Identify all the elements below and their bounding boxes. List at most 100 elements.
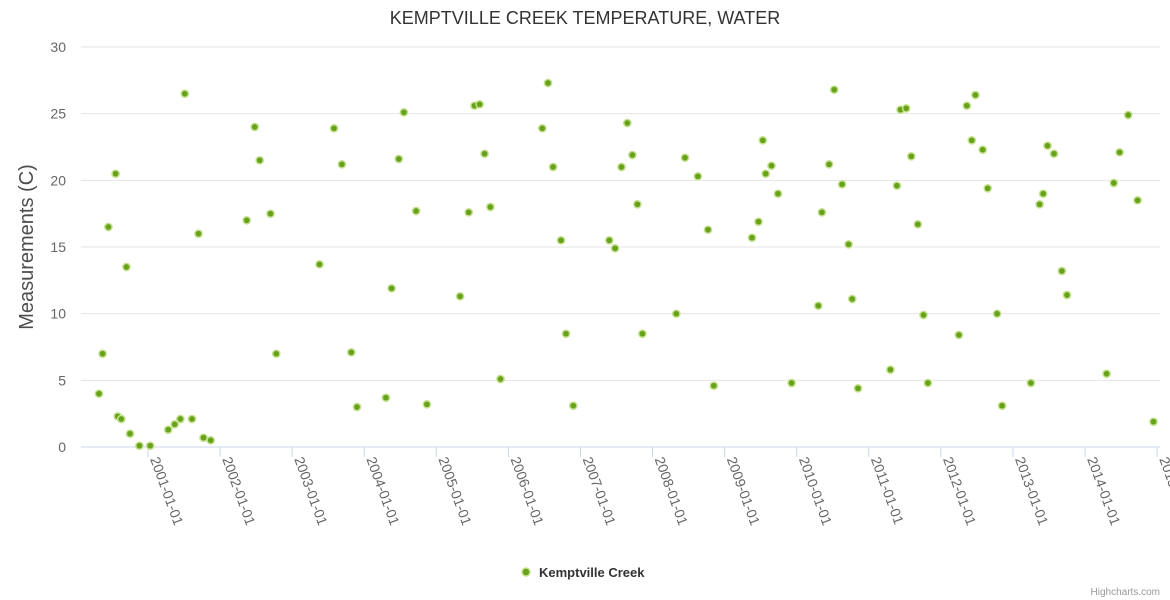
data-point[interactable]	[824, 159, 834, 169]
data-point[interactable]	[135, 441, 144, 451]
data-point[interactable]	[1109, 178, 1119, 188]
data-point[interactable]	[703, 225, 713, 235]
data-point[interactable]	[163, 425, 173, 435]
data-point[interactable]	[537, 123, 547, 133]
data-point[interactable]	[754, 217, 763, 227]
data-point[interactable]	[962, 101, 972, 111]
data-point[interactable]	[633, 199, 642, 209]
data-point[interactable]	[315, 259, 324, 269]
data-point[interactable]	[919, 310, 928, 320]
data-point[interactable]	[455, 291, 465, 301]
data-point[interactable]	[1102, 369, 1111, 379]
data-point[interactable]	[1149, 417, 1158, 427]
data-point[interactable]	[617, 162, 626, 172]
data-point[interactable]	[1049, 149, 1059, 159]
data-point[interactable]	[906, 151, 916, 161]
data-point[interactable]	[967, 135, 977, 145]
data-point[interactable]	[255, 155, 265, 165]
data-point[interactable]	[992, 309, 1002, 319]
data-point[interactable]	[381, 393, 391, 403]
data-point[interactable]	[622, 118, 632, 128]
legend-label[interactable]: Kemptville Creek	[539, 565, 645, 580]
data-point[interactable]	[329, 123, 339, 133]
data-point[interactable]	[387, 283, 396, 293]
data-point[interactable]	[671, 309, 681, 319]
data-point[interactable]	[411, 206, 421, 216]
data-point[interactable]	[116, 414, 126, 424]
data-point[interactable]	[496, 374, 505, 384]
data-point[interactable]	[394, 154, 404, 164]
data-point[interactable]	[747, 233, 757, 243]
data-point[interactable]	[901, 103, 911, 113]
data-point[interactable]	[337, 159, 347, 169]
data-point[interactable]	[104, 222, 113, 232]
data-point[interactable]	[638, 329, 647, 339]
series-kemptville-creek[interactable]	[94, 78, 1158, 451]
data-point[interactable]	[913, 219, 923, 229]
data-point[interactable]	[206, 435, 216, 445]
data-point[interactable]	[486, 202, 495, 212]
data-point[interactable]	[923, 378, 933, 388]
data-point[interactable]	[1026, 378, 1036, 388]
data-point[interactable]	[604, 235, 614, 245]
data-point[interactable]	[561, 329, 571, 339]
data-point[interactable]	[983, 183, 993, 193]
data-point[interactable]	[556, 235, 566, 245]
data-point[interactable]	[543, 78, 553, 88]
data-point[interactable]	[787, 378, 796, 388]
data-point[interactable]	[773, 189, 783, 199]
data-point[interactable]	[892, 181, 902, 191]
data-point[interactable]	[176, 414, 185, 424]
data-point[interactable]	[480, 149, 489, 159]
data-point[interactable]	[954, 330, 964, 340]
data-point[interactable]	[709, 381, 719, 391]
data-point[interactable]	[346, 347, 356, 357]
data-point[interactable]	[242, 215, 252, 225]
data-point[interactable]	[187, 414, 197, 424]
data-point[interactable]	[122, 262, 131, 272]
data-point[interactable]	[1043, 141, 1052, 151]
data-point[interactable]	[422, 399, 432, 409]
data-point[interactable]	[399, 107, 409, 117]
data-point[interactable]	[1035, 199, 1044, 209]
data-point[interactable]	[680, 153, 690, 163]
legend[interactable]: Kemptville Creek	[521, 565, 645, 580]
data-point[interactable]	[817, 207, 827, 217]
data-point[interactable]	[829, 85, 839, 95]
data-point[interactable]	[693, 171, 703, 181]
data-point[interactable]	[464, 207, 474, 217]
data-point[interactable]	[978, 145, 988, 155]
data-point[interactable]	[180, 89, 190, 99]
credits-link[interactable]: Highcharts.com	[1091, 587, 1160, 598]
data-point[interactable]	[568, 401, 578, 411]
data-point[interactable]	[997, 401, 1007, 411]
data-point[interactable]	[145, 441, 155, 451]
data-point[interactable]	[1038, 189, 1048, 199]
data-point[interactable]	[98, 349, 107, 359]
data-point[interactable]	[628, 150, 637, 160]
data-point[interactable]	[1062, 290, 1072, 300]
data-point[interactable]	[475, 99, 484, 109]
data-point[interactable]	[844, 239, 853, 249]
data-point[interactable]	[847, 294, 857, 304]
data-point[interactable]	[813, 301, 823, 311]
data-point[interactable]	[194, 229, 203, 239]
data-point[interactable]	[199, 433, 208, 443]
data-point[interactable]	[125, 429, 135, 439]
data-point[interactable]	[767, 161, 776, 171]
data-point[interactable]	[266, 209, 275, 219]
data-point[interactable]	[352, 402, 362, 412]
data-point[interactable]	[837, 179, 847, 189]
data-point[interactable]	[1115, 147, 1124, 157]
data-point[interactable]	[111, 169, 120, 179]
data-point[interactable]	[1057, 266, 1067, 276]
data-point[interactable]	[548, 162, 558, 172]
data-point[interactable]	[758, 135, 768, 145]
data-point[interactable]	[761, 169, 771, 179]
data-point[interactable]	[1123, 110, 1133, 120]
legend-marker[interactable]	[521, 567, 531, 577]
data-point[interactable]	[971, 90, 980, 100]
data-point[interactable]	[886, 365, 895, 375]
data-point[interactable]	[170, 419, 180, 429]
data-point[interactable]	[271, 349, 281, 359]
